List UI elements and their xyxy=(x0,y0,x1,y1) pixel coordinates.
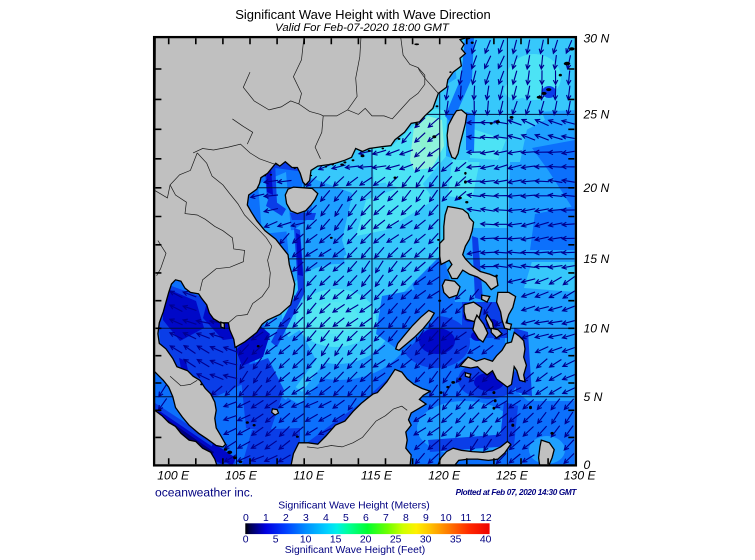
svg-text:8: 8 xyxy=(403,513,409,524)
svg-text:Valid For Feb-07-2020 18:00 GM: Valid For Feb-07-2020 18:00 GMT xyxy=(275,22,450,34)
svg-text:12: 12 xyxy=(480,513,492,524)
svg-text:5: 5 xyxy=(273,535,279,546)
svg-text:0: 0 xyxy=(243,535,249,546)
svg-text:4: 4 xyxy=(323,513,329,524)
svg-text:Plotted at Feb 07, 2020 14:30: Plotted at Feb 07, 2020 14:30 GMT xyxy=(456,488,578,497)
svg-text:10 N: 10 N xyxy=(584,322,610,336)
svg-text:3: 3 xyxy=(303,513,309,524)
svg-text:15 N: 15 N xyxy=(584,252,610,266)
svg-text:10: 10 xyxy=(300,535,312,546)
svg-text:125 E: 125 E xyxy=(496,469,529,483)
svg-text:20 N: 20 N xyxy=(583,181,610,195)
svg-text:115 E: 115 E xyxy=(361,469,393,483)
svg-text:15: 15 xyxy=(330,535,342,546)
svg-text:9: 9 xyxy=(423,513,429,524)
svg-text:130 E: 130 E xyxy=(564,469,597,483)
svg-text:100 E: 100 E xyxy=(157,469,190,483)
svg-text:oceanweather inc.: oceanweather inc. xyxy=(155,486,253,500)
svg-text:Significant Wave Height with W: Significant Wave Height with Wave Direct… xyxy=(235,7,491,22)
svg-text:0: 0 xyxy=(243,513,249,524)
svg-text:35: 35 xyxy=(450,535,462,546)
svg-text:1: 1 xyxy=(263,513,269,524)
svg-text:2: 2 xyxy=(283,513,289,524)
svg-text:20: 20 xyxy=(360,535,372,546)
svg-text:30: 30 xyxy=(420,535,432,546)
svg-text:6: 6 xyxy=(363,513,369,524)
svg-text:25: 25 xyxy=(390,535,402,546)
svg-text:40: 40 xyxy=(480,535,492,546)
svg-text:5: 5 xyxy=(343,513,349,524)
svg-text:110 E: 110 E xyxy=(293,469,325,483)
svg-text:30 N: 30 N xyxy=(584,31,610,45)
svg-text:105 E: 105 E xyxy=(225,469,258,483)
svg-text:7: 7 xyxy=(383,513,389,524)
svg-text:0: 0 xyxy=(584,458,591,472)
svg-text:5 N: 5 N xyxy=(584,390,603,404)
svg-text:Significant Wave Height (Feet): Significant Wave Height (Feet) xyxy=(285,545,426,556)
svg-text:Significant Wave Height (Meter: Significant Wave Height (Meters) xyxy=(278,501,430,512)
svg-text:10: 10 xyxy=(440,513,452,524)
svg-text:120 E: 120 E xyxy=(428,469,461,483)
svg-text:25 N: 25 N xyxy=(583,108,610,122)
svg-text:11: 11 xyxy=(461,513,472,524)
